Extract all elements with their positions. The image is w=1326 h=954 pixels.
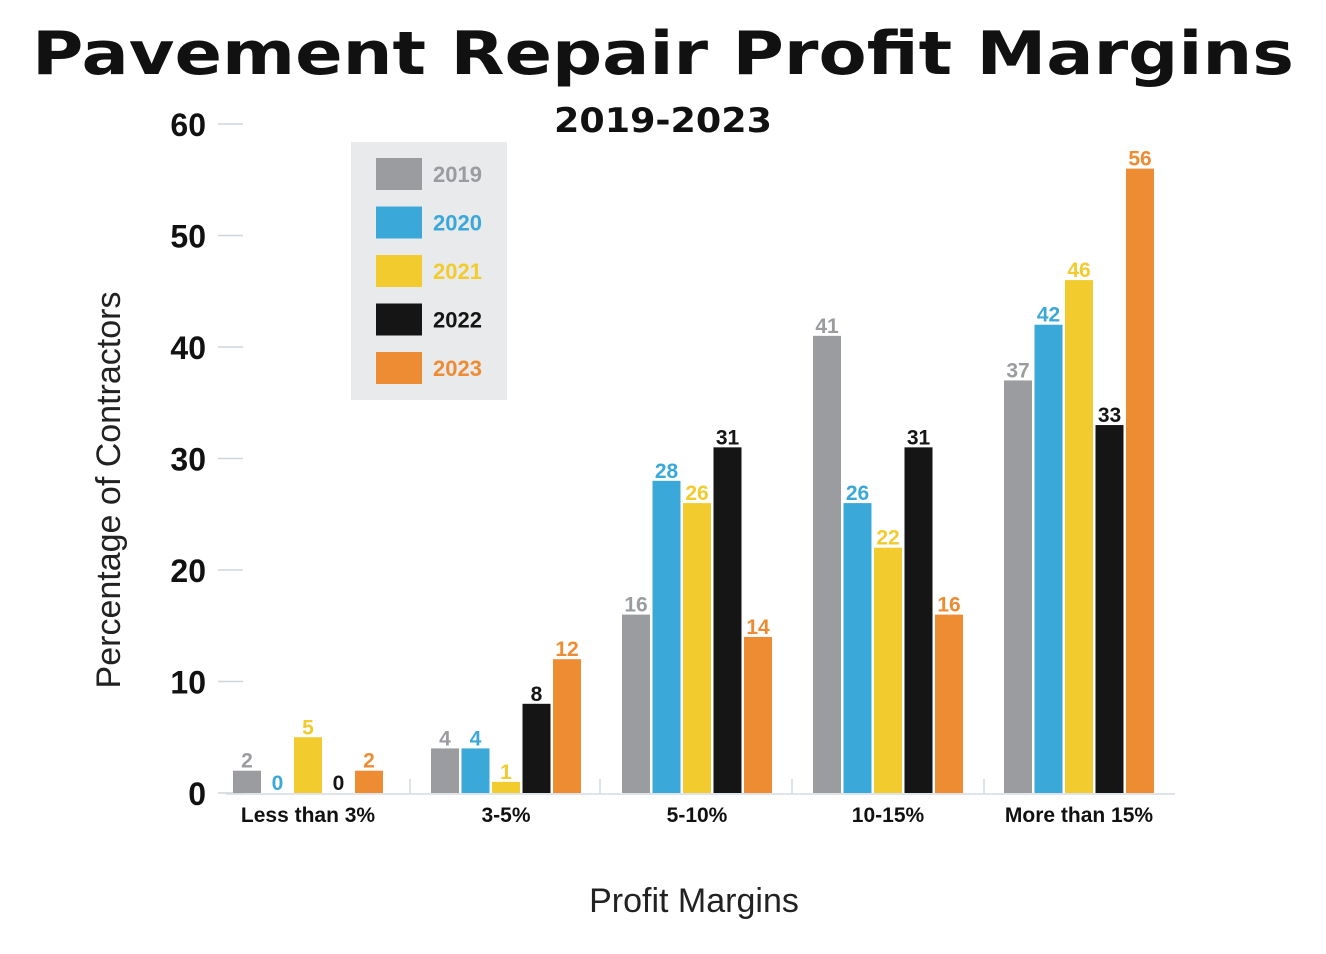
legend-swatch-2022 <box>376 303 422 336</box>
bars-group <box>233 168 1154 794</box>
value-label-2019-4: 37 <box>1006 359 1029 382</box>
x-tick-label: More than 15% <box>1005 804 1154 827</box>
bar-2022-1 <box>522 703 551 793</box>
bar-2021-3 <box>874 547 902 793</box>
legend-label-2021: 2021 <box>433 259 482 284</box>
bar-2021-0 <box>294 737 322 793</box>
legend-swatch-2021 <box>376 255 422 287</box>
x-tick-label: 10-15% <box>852 804 925 827</box>
bar-2019-0 <box>233 770 261 793</box>
value-label-2020-4: 42 <box>1037 304 1060 327</box>
y-tick-label: 20 <box>170 553 206 589</box>
value-label-2021-2: 26 <box>685 482 708 505</box>
bar-2019-4 <box>1004 380 1032 793</box>
value-label-2022-0: 0 <box>333 772 345 795</box>
value-label-2019-3: 41 <box>815 315 839 338</box>
bar-2019-2 <box>622 614 650 793</box>
x-tick-label: 5-10% <box>667 804 728 827</box>
value-labels-group: 2 4 16 41 37 0 4 28 26 42 5 1 26 22 46 0 8 31 31 33 2 12 14 16 5… <box>241 148 1152 795</box>
bar-2019-3 <box>813 335 841 793</box>
value-label-2019-1: 4 <box>439 727 451 750</box>
value-label-2021-1: 1 <box>500 761 512 784</box>
bar-2022-4 <box>1095 425 1124 793</box>
legend-label-2023: 2023 <box>433 356 482 381</box>
bar-2023-4 <box>1126 168 1154 794</box>
value-label-2022-3: 31 <box>907 426 931 449</box>
bar-2023-0 <box>355 770 383 793</box>
legend-label-2022: 2022 <box>433 308 482 333</box>
value-label-2023-3: 16 <box>937 594 960 617</box>
bar-2023-1 <box>553 659 581 793</box>
value-label-2020-1: 4 <box>470 727 482 750</box>
bar-2020-4 <box>1034 324 1063 793</box>
value-label-2022-4: 33 <box>1098 404 1121 427</box>
y-tick-label: 60 <box>170 107 206 143</box>
value-label-2020-2: 28 <box>655 460 679 483</box>
value-label-2023-1: 12 <box>555 638 578 661</box>
chart-subtitle: 2019-2023 <box>554 101 772 141</box>
legend-swatch-2023 <box>376 352 422 384</box>
y-tick-label: 30 <box>170 442 206 478</box>
value-label-2021-3: 22 <box>876 527 899 550</box>
value-label-2020-3: 26 <box>846 482 869 505</box>
value-label-2023-2: 14 <box>746 616 770 639</box>
bar-2023-2 <box>744 636 772 793</box>
bar-2021-4 <box>1065 280 1093 794</box>
y-tick-label: 40 <box>170 330 206 366</box>
bar-2019-1 <box>431 748 459 793</box>
value-label-2020-0: 0 <box>272 772 284 795</box>
legend-label-2019: 2019 <box>433 162 482 187</box>
value-label-2021-0: 5 <box>302 716 314 739</box>
y-tick-label: 50 <box>170 219 206 255</box>
legend: 2019 2020 2021 2022 2023 <box>351 142 507 400</box>
value-label-2023-0: 2 <box>363 750 375 773</box>
bar-2021-1 <box>492 781 520 793</box>
bar-2021-2 <box>683 503 711 793</box>
x-tick-label: Less than 3% <box>241 804 376 827</box>
legend-box <box>351 142 507 400</box>
legend-swatch-2019 <box>376 158 422 190</box>
bar-2020-3 <box>843 503 872 793</box>
value-label-2021-4: 46 <box>1067 259 1090 282</box>
value-label-2019-2: 16 <box>624 594 647 617</box>
value-label-2019-0: 2 <box>241 750 253 773</box>
bar-2020-2 <box>652 480 681 793</box>
x-tick-label: 3-5% <box>481 804 530 827</box>
legend-label-2020: 2020 <box>433 211 482 236</box>
x-axis-label: Profit Margins <box>589 882 799 920</box>
y-tick-label: 10 <box>170 665 206 701</box>
bar-2022-3 <box>904 447 933 793</box>
y-axis-label: Percentage of Contractors <box>90 292 128 689</box>
bar-2023-3 <box>935 614 963 793</box>
value-label-2022-2: 31 <box>716 426 740 449</box>
bar-2022-2 <box>713 447 742 793</box>
chart-title: Pavement Repair Profit Margins <box>32 19 1294 89</box>
legend-swatch-2020 <box>376 206 422 239</box>
y-tick-label: 0 <box>188 776 206 812</box>
x-axis: Less than 3% 3-5% 5-10% 10-15% More than 15% <box>226 779 1175 827</box>
bar-2020-1 <box>461 748 490 793</box>
value-label-2023-4: 56 <box>1128 148 1151 171</box>
value-label-2022-1: 8 <box>531 683 543 706</box>
y-axis: 0 10 20 30 40 50 60 <box>170 107 243 812</box>
